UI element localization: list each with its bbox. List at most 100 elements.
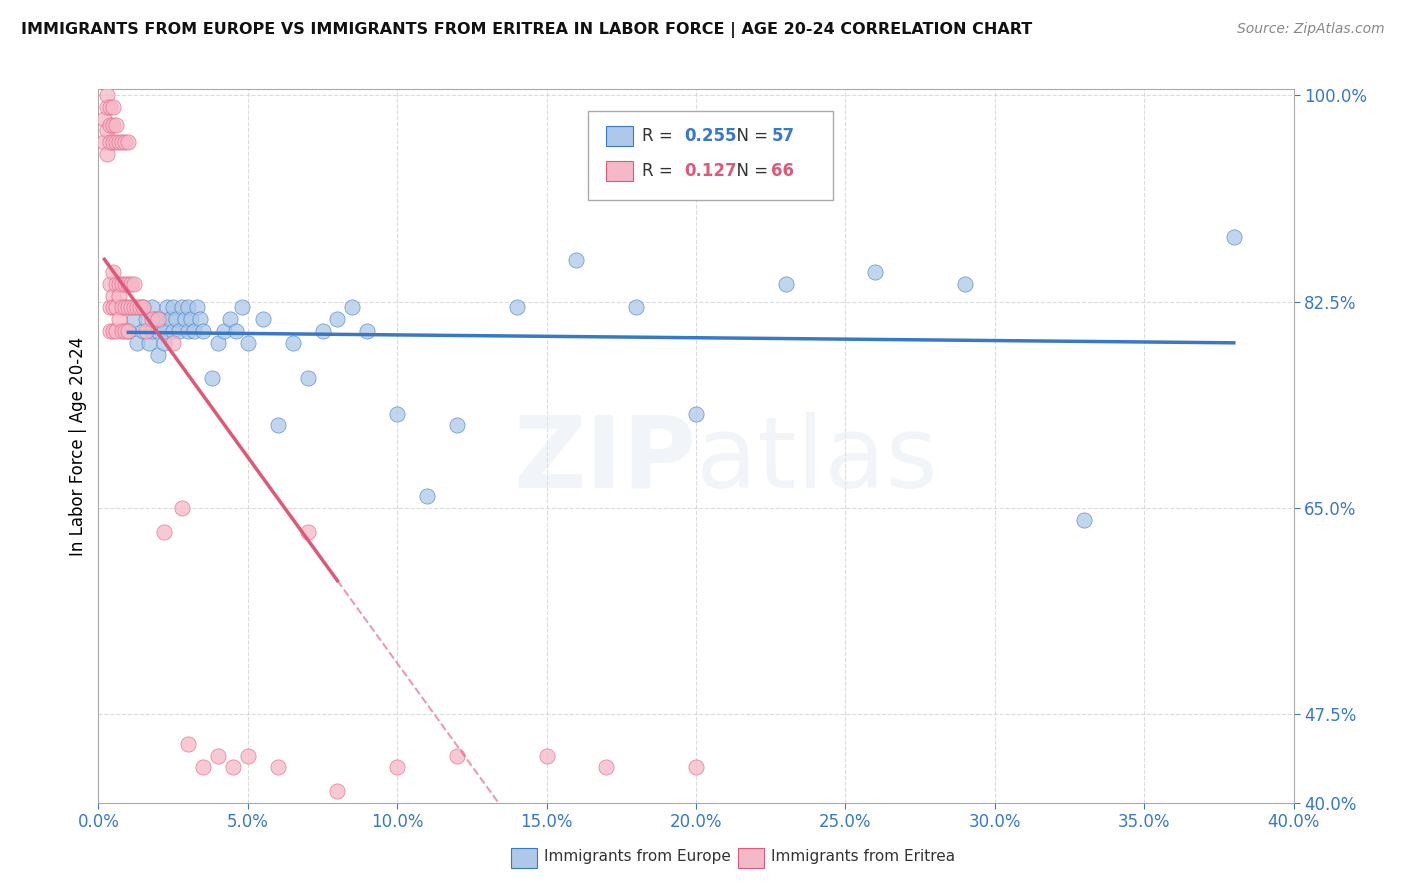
Point (162, 335, 184, 350)
Point (98, 277, 122, 291)
Point (191, 760, 214, 774)
Point (595, 760, 617, 774)
Point (96, 123, 118, 137)
Point (162, 301, 184, 315)
Point (446, 418, 468, 433)
Point (108, 136, 131, 150)
Point (103, 265, 125, 279)
FancyBboxPatch shape (510, 847, 537, 868)
Point (132, 324, 155, 338)
Point (103, 301, 125, 315)
Text: IMMIGRANTS FROM EUROPE VS IMMIGRANTS FROM ERITREA IN LABOR FORCE | AGE 20-24 COR: IMMIGRANTS FROM EUROPE VS IMMIGRANTS FRO… (21, 22, 1032, 38)
Point (297, 371, 319, 385)
Point (117, 324, 139, 338)
Point (219, 312, 242, 326)
Text: N =: N = (725, 127, 773, 145)
Point (138, 335, 160, 350)
Point (114, 324, 136, 338)
Point (225, 324, 247, 338)
Point (96, 100, 118, 114)
Point (103, 324, 125, 338)
Text: atlas: atlas (696, 412, 938, 508)
Point (159, 312, 181, 326)
Point (446, 748, 468, 763)
Point (98, 118, 122, 132)
Point (267, 760, 290, 774)
Point (114, 277, 136, 291)
Point (141, 324, 163, 338)
Point (252, 312, 274, 326)
Point (98, 324, 122, 338)
Point (108, 277, 131, 291)
Point (153, 524, 176, 539)
Point (162, 324, 184, 338)
Point (775, 277, 797, 291)
Point (111, 301, 134, 315)
Text: Immigrants from Eritrea: Immigrants from Eritrea (772, 849, 956, 863)
Point (148, 324, 170, 338)
Point (177, 301, 200, 315)
Point (105, 136, 128, 150)
Point (297, 524, 319, 539)
Point (201, 371, 224, 385)
Point (93, 112, 115, 126)
Point (108, 312, 131, 326)
Point (326, 784, 349, 798)
Text: R =: R = (643, 127, 678, 145)
Point (103, 288, 125, 302)
Point (103, 136, 125, 150)
Point (172, 500, 194, 515)
Point (96, 147, 118, 161)
Point (231, 301, 253, 315)
Point (626, 301, 648, 315)
Point (105, 324, 128, 338)
Point (281, 335, 304, 350)
Text: N =: N = (725, 162, 773, 180)
FancyBboxPatch shape (606, 126, 633, 145)
Point (150, 312, 173, 326)
FancyBboxPatch shape (589, 111, 834, 200)
Point (105, 301, 128, 315)
Point (153, 324, 176, 338)
Point (117, 324, 139, 338)
Point (416, 489, 439, 503)
Point (311, 324, 333, 338)
Text: 66: 66 (772, 162, 794, 180)
Point (120, 277, 142, 291)
Point (114, 301, 136, 315)
Point (236, 335, 259, 350)
Point (132, 301, 155, 315)
Text: ZIP: ZIP (513, 412, 696, 508)
Point (98, 136, 122, 150)
Point (212, 324, 235, 338)
Point (108, 288, 131, 302)
Point (135, 324, 157, 338)
Text: Source: ZipAtlas.com: Source: ZipAtlas.com (1237, 22, 1385, 37)
Point (114, 136, 136, 150)
Point (143, 312, 166, 326)
Point (186, 301, 208, 315)
Point (105, 118, 128, 132)
Point (177, 324, 200, 338)
FancyBboxPatch shape (738, 847, 763, 868)
Point (865, 265, 887, 279)
Text: 0.255: 0.255 (685, 127, 737, 145)
Point (536, 748, 558, 763)
Point (148, 312, 170, 326)
Point (326, 312, 349, 326)
Point (148, 348, 170, 362)
Text: Immigrants from Europe: Immigrants from Europe (544, 849, 731, 863)
Point (167, 324, 190, 338)
Point (117, 301, 139, 315)
Text: R =: R = (643, 162, 678, 180)
Point (222, 760, 245, 774)
Point (172, 301, 194, 315)
Point (117, 277, 139, 291)
Point (1073, 513, 1095, 527)
Point (96, 88, 118, 103)
Point (117, 136, 139, 150)
Point (124, 277, 146, 291)
Point (191, 324, 214, 338)
Point (188, 312, 211, 326)
Point (180, 312, 202, 326)
